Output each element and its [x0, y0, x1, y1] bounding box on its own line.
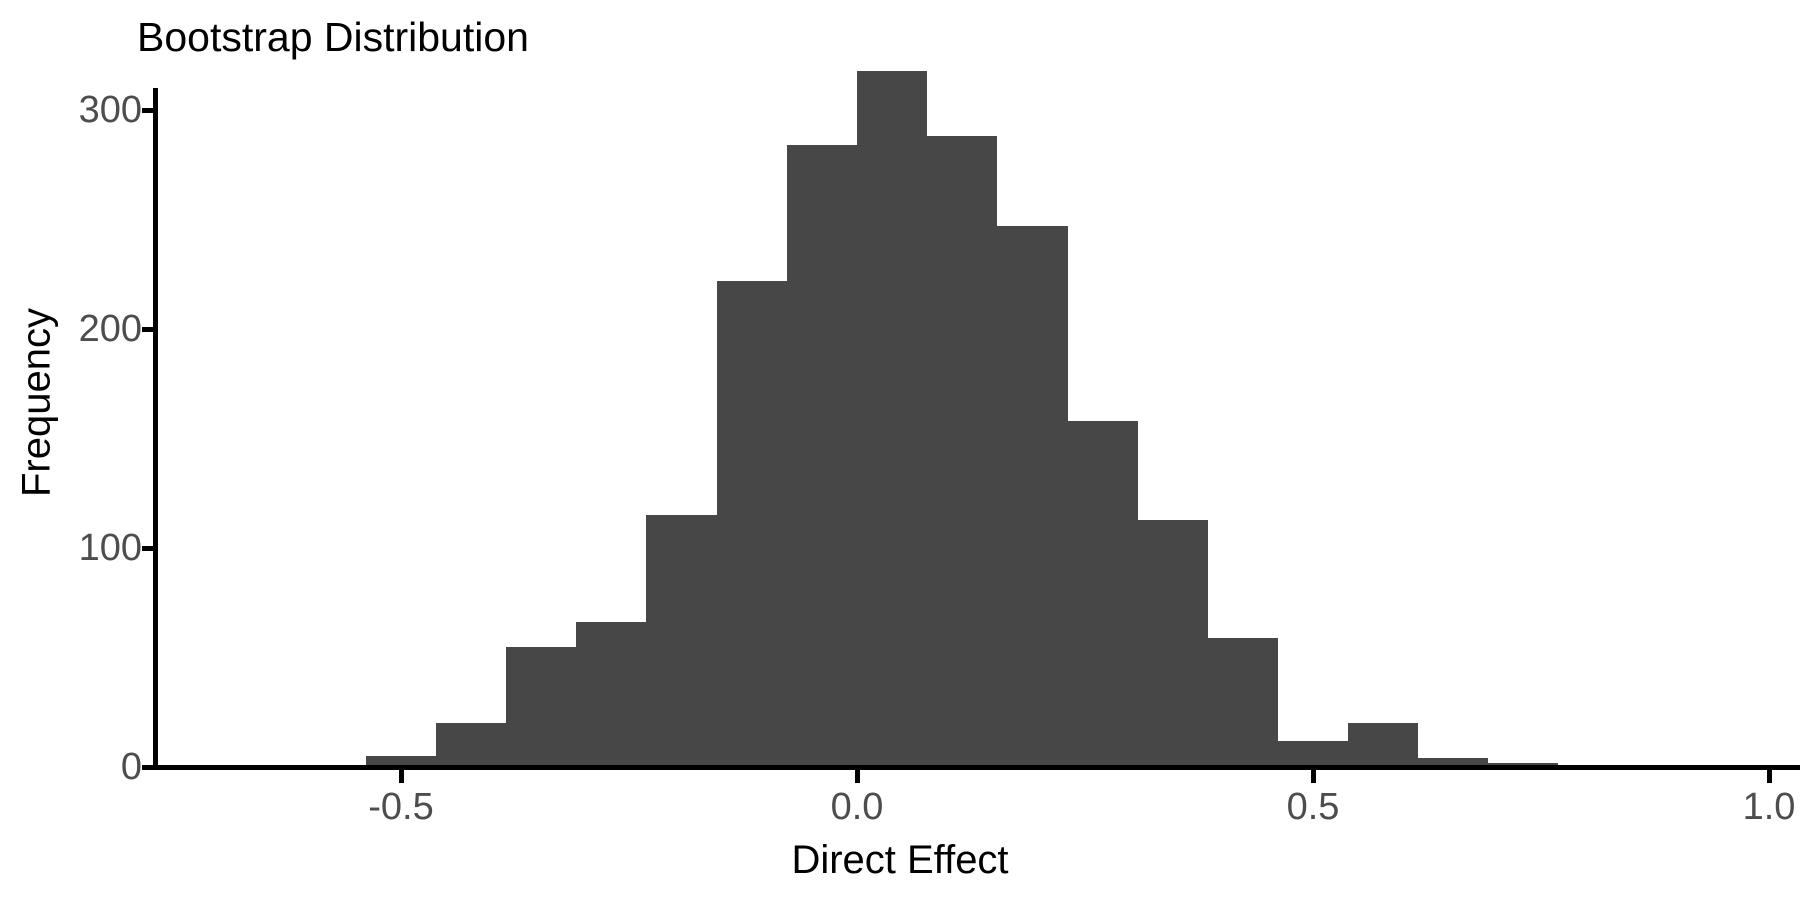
- histogram-bar: [1137, 519, 1209, 767]
- x-tick-label: 0.0: [830, 786, 884, 828]
- x-tick-mark: [1311, 770, 1316, 783]
- histogram-bar: [716, 280, 787, 767]
- x-tick-label: 1.0: [1742, 786, 1796, 828]
- x-axis-line: [153, 765, 1800, 770]
- histogram-bar: [646, 515, 717, 767]
- histogram-bar: [435, 723, 506, 767]
- x-tick-mark: [855, 770, 860, 783]
- histogram-bar: [1278, 740, 1348, 767]
- histogram-bar: [1417, 758, 1489, 767]
- y-tick-mark: [142, 546, 155, 551]
- histogram-bar: [857, 70, 928, 767]
- x-tick-label: -0.5: [368, 786, 434, 828]
- histogram-bar: [1067, 420, 1138, 767]
- histogram-bar: [927, 136, 998, 767]
- histogram-bar: [786, 145, 857, 767]
- histogram-bar: [505, 646, 577, 767]
- histogram-bar: [366, 756, 436, 767]
- y-axis-title: Frequency: [14, 308, 59, 497]
- x-axis-title: Direct Effect: [791, 838, 1009, 882]
- y-tick-mark: [142, 327, 155, 332]
- plot-area: [157, 70, 1800, 768]
- y-axis-line: [153, 88, 158, 770]
- histogram-bar: [1208, 637, 1279, 767]
- x-tick-mark: [399, 770, 404, 783]
- y-tick-label: 200: [78, 308, 142, 350]
- histogram-bar: [1347, 723, 1418, 767]
- histogram-bar: [1488, 762, 1559, 767]
- y-tick-label: 100: [78, 527, 142, 569]
- histogram-bar: [576, 622, 647, 767]
- y-tick-label: 0: [120, 746, 142, 788]
- y-tick-label: 300: [78, 89, 142, 131]
- histogram-bars: [157, 70, 1800, 768]
- y-tick-mark: [142, 108, 155, 113]
- y-tick-mark: [142, 765, 155, 770]
- page-title: Bootstrap Distribution: [137, 14, 529, 60]
- histogram-bar: [997, 226, 1068, 767]
- x-tick-label: 0.5: [1286, 786, 1340, 828]
- x-tick-mark: [1767, 770, 1772, 783]
